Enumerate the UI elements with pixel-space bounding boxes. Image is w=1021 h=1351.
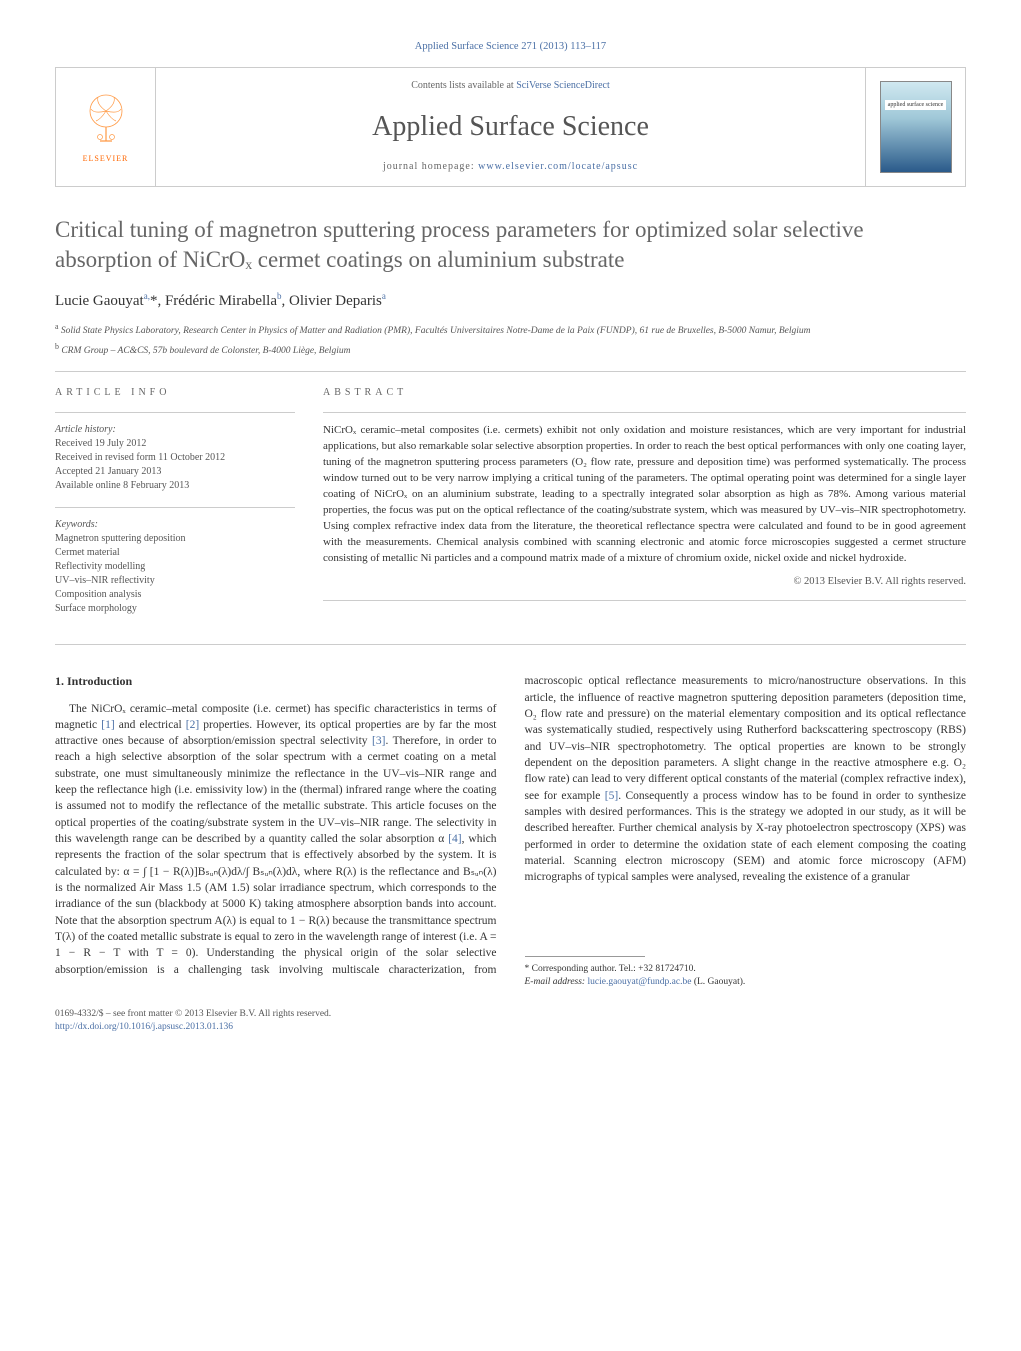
journal-header: ELSEVIER Contents lists available at Sci… [55, 67, 966, 187]
issn-line: 0169-4332/$ – see front matter © 2013 El… [55, 1008, 966, 1021]
divider [55, 371, 966, 372]
corresponding-author: * Corresponding author. Tel.: +32 817247… [525, 963, 967, 976]
contents-available: Contents lists available at SciVerse Sci… [411, 79, 610, 93]
journal-homepage: journal homepage: www.elsevier.com/locat… [383, 160, 638, 174]
elsevier-label: ELSEVIER [83, 153, 129, 164]
history-line: Available online 8 February 2013 [55, 479, 295, 493]
body-paragraph: The NiCrOₓ ceramic–metal composite (i.e.… [55, 673, 966, 988]
history-line: Accepted 21 January 2013 [55, 465, 295, 479]
body-columns: 1. Introduction The NiCrOₓ ceramic–metal… [55, 673, 966, 988]
doi-line: http://dx.doi.org/10.1016/j.apsusc.2013.… [55, 1021, 966, 1034]
history-line: Received 19 July 2012 [55, 437, 295, 451]
homepage-link[interactable]: www.elsevier.com/locate/apsusc [478, 161, 638, 172]
article-info-column: ARTICLE INFO Article history: Received 1… [55, 386, 295, 630]
divider [55, 412, 295, 413]
footnote-separator [525, 956, 645, 957]
keyword: UV–vis–NIR reflectivity [55, 574, 295, 588]
email-link[interactable]: lucie.gaouyat@fundp.ac.be [587, 977, 691, 987]
history-label: Article history: [55, 423, 295, 437]
authors: Lucie Gaouyata,*, Frédéric Mirabellab, O… [55, 290, 966, 312]
divider [323, 412, 966, 413]
elsevier-logo-cell: ELSEVIER [56, 68, 156, 186]
abstract-copyright: © 2013 Elsevier B.V. All rights reserved… [323, 575, 966, 590]
citation-link[interactable]: [4] [448, 833, 461, 845]
journal-cover-thumb: applied surface science [880, 81, 952, 173]
elsevier-tree-icon [76, 89, 136, 149]
keywords-block: Keywords: Magnetron sputtering depositio… [55, 518, 295, 616]
doi-link[interactable]: http://dx.doi.org/10.1016/j.apsusc.2013.… [55, 1022, 233, 1032]
journal-cover-cell: applied surface science [865, 68, 965, 186]
abstract-column: ABSTRACT NiCrOₓ ceramic–metal composites… [323, 386, 966, 630]
citation-link[interactable]: [1] [101, 719, 114, 731]
corresponding-email: E-mail address: lucie.gaouyat@fundp.ac.b… [525, 976, 967, 989]
affiliation-b: b CRM Group – AC&CS, 57b boulevard de Co… [55, 342, 966, 358]
sciencedirect-link[interactable]: SciVerse ScienceDirect [516, 80, 610, 91]
journal-reference: Applied Surface Science 271 (2013) 113–1… [55, 40, 966, 55]
article-info-label: ARTICLE INFO [55, 386, 295, 400]
affiliation-a: a Solid State Physics Laboratory, Resear… [55, 322, 966, 338]
keyword: Cermet material [55, 546, 295, 560]
abstract-text: NiCrOₓ ceramic–metal composites (i.e. ce… [323, 423, 966, 566]
history-line: Received in revised form 11 October 2012 [55, 451, 295, 465]
contents-prefix: Contents lists available at [411, 80, 516, 91]
divider [55, 507, 295, 508]
section-heading: 1. Introduction [55, 673, 497, 690]
citation-link[interactable]: [3] [372, 735, 385, 747]
citation-link[interactable]: [2] [186, 719, 199, 731]
article-title: Critical tuning of magnetron sputtering … [55, 215, 966, 275]
keywords-label: Keywords: [55, 518, 295, 532]
divider [323, 600, 966, 601]
abstract-label: ABSTRACT [323, 386, 966, 400]
info-abstract-row: ARTICLE INFO Article history: Received 1… [55, 386, 966, 630]
journal-cover-label: applied surface science [885, 100, 947, 111]
article-history: Article history: Received 19 July 2012 R… [55, 423, 295, 493]
page-footer: 0169-4332/$ – see front matter © 2013 El… [55, 1008, 966, 1034]
header-center: Contents lists available at SciVerse Sci… [156, 68, 865, 186]
keyword: Magnetron sputtering deposition [55, 532, 295, 546]
divider [55, 644, 966, 645]
citation-link[interactable]: [5] [605, 790, 618, 802]
journal-name: Applied Surface Science [372, 107, 649, 146]
keyword: Reflectivity modelling [55, 560, 295, 574]
homepage-prefix: journal homepage: [383, 161, 478, 172]
keyword: Composition analysis [55, 588, 295, 602]
keyword: Surface morphology [55, 602, 295, 616]
